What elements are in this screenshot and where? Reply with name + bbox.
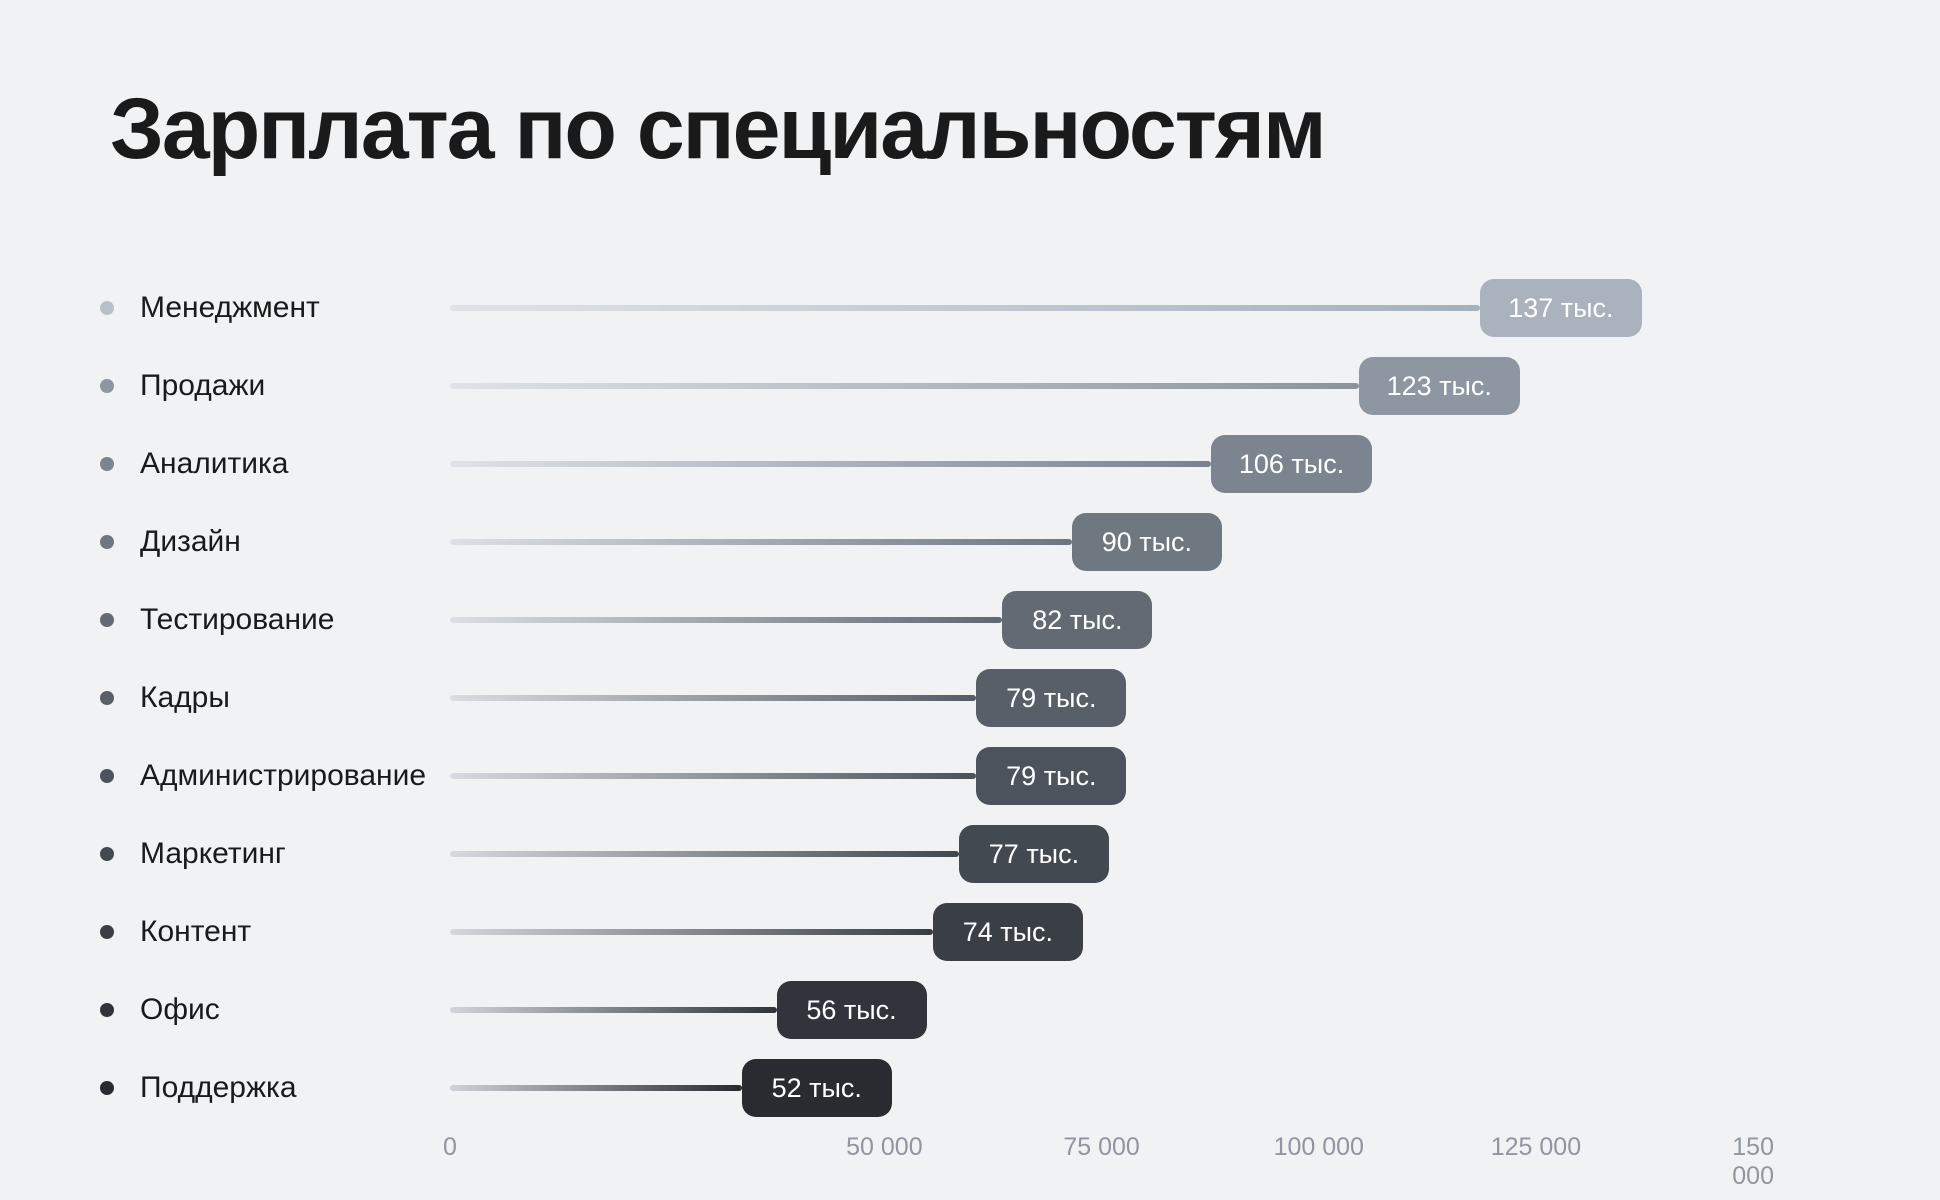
value-pill: 106 тыс.: [1211, 435, 1372, 493]
chart-row: Офис 56 тыс.: [100, 971, 1840, 1049]
axis-tick: 125 000: [1491, 1133, 1581, 1162]
chart-row: Дизайн 90 тыс.: [100, 503, 1840, 581]
category-label: Администрирование: [140, 759, 450, 793]
bar: [450, 383, 1359, 389]
category-label: Маркетинг: [140, 837, 450, 871]
bullet-icon: [100, 1081, 114, 1095]
bar-track: 137 тыс.: [450, 269, 1840, 347]
chart-row: Поддержка 52 тыс.: [100, 1049, 1840, 1127]
bullet-icon: [100, 847, 114, 861]
axis-tick: 100 000: [1274, 1133, 1364, 1162]
bar-track: 79 тыс.: [450, 659, 1840, 737]
axis-tick: 0: [443, 1133, 457, 1162]
value-pill: 82 тыс.: [1002, 591, 1152, 649]
bar: [450, 695, 976, 701]
bar: [450, 929, 933, 935]
bar: [450, 305, 1480, 311]
category-label: Аналитика: [140, 447, 450, 481]
value-pill: 77 тыс.: [959, 825, 1109, 883]
chart-row: Кадры 79 тыс.: [100, 659, 1840, 737]
bullet-icon: [100, 379, 114, 393]
chart-row: Администрирование 79 тыс.: [100, 737, 1840, 815]
axis-tick: 75 000: [1063, 1133, 1139, 1162]
salary-chart: Менеджмент 137 тыс. Продажи 123 тыс. Аналити…: [100, 269, 1840, 1173]
category-label: Продажи: [140, 369, 450, 403]
bar-track: 82 тыс.: [450, 581, 1840, 659]
bar-track: 123 тыс.: [450, 347, 1840, 425]
bullet-icon: [100, 613, 114, 627]
chart-row: Менеджмент 137 тыс.: [100, 269, 1840, 347]
bar: [450, 539, 1072, 545]
value-pill: 123 тыс.: [1359, 357, 1520, 415]
chart-row: Продажи 123 тыс.: [100, 347, 1840, 425]
bullet-icon: [100, 691, 114, 705]
x-axis-ticks: 050 00075 000100 000125 000150 000: [450, 1133, 1840, 1173]
bar-track: 79 тыс.: [450, 737, 1840, 815]
value-pill: 56 тыс.: [777, 981, 927, 1039]
bar-track: 56 тыс.: [450, 971, 1840, 1049]
chart-row: Тестирование 82 тыс.: [100, 581, 1840, 659]
category-label: Дизайн: [140, 525, 450, 559]
value-pill: 79 тыс.: [976, 669, 1126, 727]
bar: [450, 1085, 742, 1091]
category-label: Контент: [140, 915, 450, 949]
bar: [450, 773, 976, 779]
bar-track: 90 тыс.: [450, 503, 1840, 581]
bullet-icon: [100, 769, 114, 783]
chart-title: Зарплата по специальностям: [110, 80, 1840, 179]
category-label: Тестирование: [140, 603, 450, 637]
bullet-icon: [100, 301, 114, 315]
category-label: Поддержка: [140, 1071, 450, 1105]
bar: [450, 1007, 777, 1013]
x-axis: 050 00075 000100 000125 000150 000: [450, 1133, 1840, 1173]
chart-row: Маркетинг 77 тыс.: [100, 815, 1840, 893]
bar-track: 52 тыс.: [450, 1049, 1840, 1127]
chart-rows: Менеджмент 137 тыс. Продажи 123 тыс. Аналити…: [100, 269, 1840, 1127]
axis-tick: 150 000: [1710, 1133, 1797, 1191]
value-pill: 90 тыс.: [1072, 513, 1222, 571]
bullet-icon: [100, 535, 114, 549]
bar: [450, 617, 1002, 623]
axis-tick: 50 000: [846, 1133, 922, 1162]
value-pill: 137 тыс.: [1480, 279, 1641, 337]
bar: [450, 851, 959, 857]
bar-track: 74 тыс.: [450, 893, 1840, 971]
bar-track: 106 тыс.: [450, 425, 1840, 503]
chart-row: Аналитика 106 тыс.: [100, 425, 1840, 503]
value-pill: 52 тыс.: [742, 1059, 892, 1117]
bullet-icon: [100, 1003, 114, 1017]
category-label: Менеджмент: [140, 291, 450, 325]
bar-track: 77 тыс.: [450, 815, 1840, 893]
chart-row: Контент 74 тыс.: [100, 893, 1840, 971]
bullet-icon: [100, 457, 114, 471]
category-label: Офис: [140, 993, 450, 1027]
bullet-icon: [100, 925, 114, 939]
value-pill: 79 тыс.: [976, 747, 1126, 805]
bar: [450, 461, 1211, 467]
value-pill: 74 тыс.: [933, 903, 1083, 961]
category-label: Кадры: [140, 681, 450, 715]
